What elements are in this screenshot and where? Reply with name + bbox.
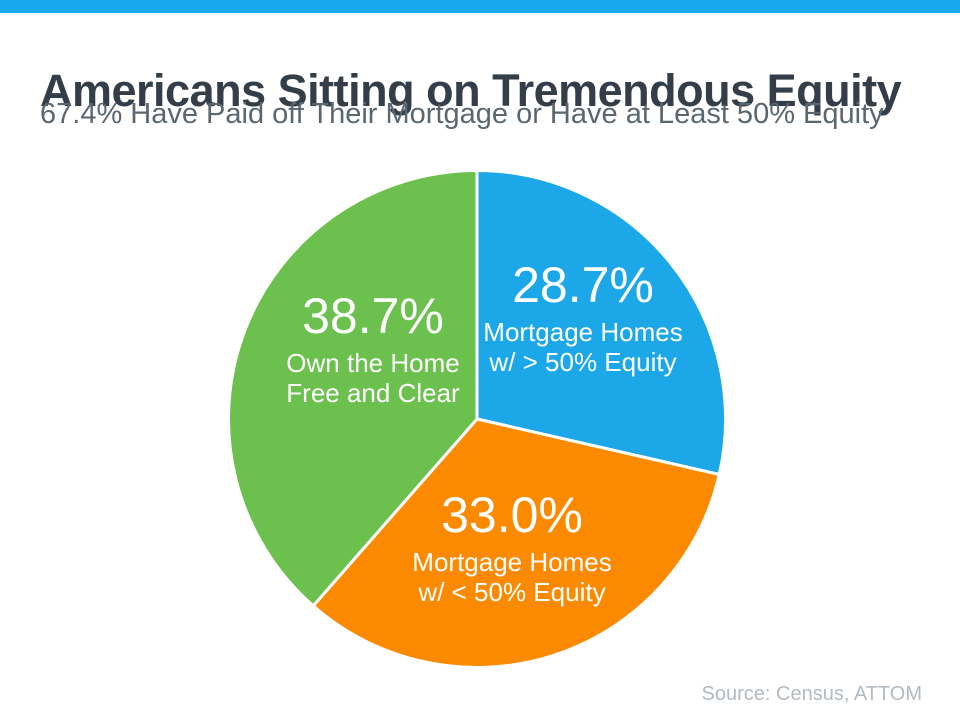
- slice-percent: 38.7%: [302, 288, 444, 344]
- slice-name-line: w/ > 50% Equity: [489, 347, 677, 377]
- slice-label-free-and-clear: 38.7% Own the Home Free and Clear: [286, 290, 459, 408]
- pie-slice-free-and-clear: [227, 169, 479, 608]
- slice-percent: 33.0%: [441, 487, 583, 543]
- pie-chart-container: [227, 169, 727, 669]
- slice-label-mortgage-gt50: 28.7% Mortgage Homes w/ > 50% Equity: [483, 259, 682, 377]
- slice-name-line: Mortgage Homes: [412, 547, 612, 577]
- page-title: Americans Sitting on Tremendous Equity: [40, 65, 902, 117]
- slice-name-line: Free and Clear: [286, 378, 460, 408]
- pie-slice-mortgage-lt50: [311, 417, 721, 669]
- slice-name-line: Mortgage Homes: [483, 317, 683, 347]
- pie-chart: [227, 169, 727, 669]
- pie-slice-mortgage-gt50: [475, 169, 727, 477]
- slice-label-mortgage-lt50: 33.0% Mortgage Homes w/ < 50% Equity: [412, 489, 611, 607]
- slice-percent: 28.7%: [512, 257, 654, 313]
- slice-name-line: w/ < 50% Equity: [418, 577, 606, 607]
- slice-name-line: Own the Home: [286, 348, 460, 378]
- page-subtitle: 67.4% Have Paid off Their Mortgage or Ha…: [40, 98, 884, 130]
- source-credit: Source: Census, ATTOM: [701, 683, 922, 705]
- top-accent-bar: [0, 0, 960, 13]
